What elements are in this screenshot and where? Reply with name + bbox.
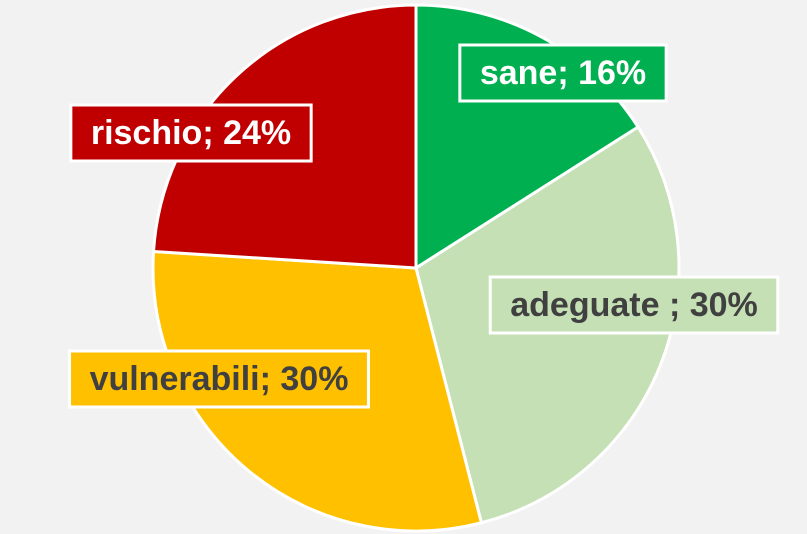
data-label: adeguate ; 30%: [488, 275, 780, 335]
label-box: [488, 275, 780, 335]
label-box: [69, 103, 313, 163]
data-label: sane; 16%: [458, 43, 668, 103]
data-label-text: vulnerabili; 30%: [90, 360, 349, 398]
label-box: [458, 43, 668, 103]
data-label-text: adeguate ; 30%: [510, 286, 758, 324]
data-label-text: sane; 16%: [480, 54, 646, 92]
data-label: vulnerabili; 30%: [68, 349, 370, 409]
data-label: rischio; 24%: [69, 103, 313, 163]
label-box: [68, 349, 370, 409]
data-label-text: rischio; 24%: [91, 114, 291, 152]
